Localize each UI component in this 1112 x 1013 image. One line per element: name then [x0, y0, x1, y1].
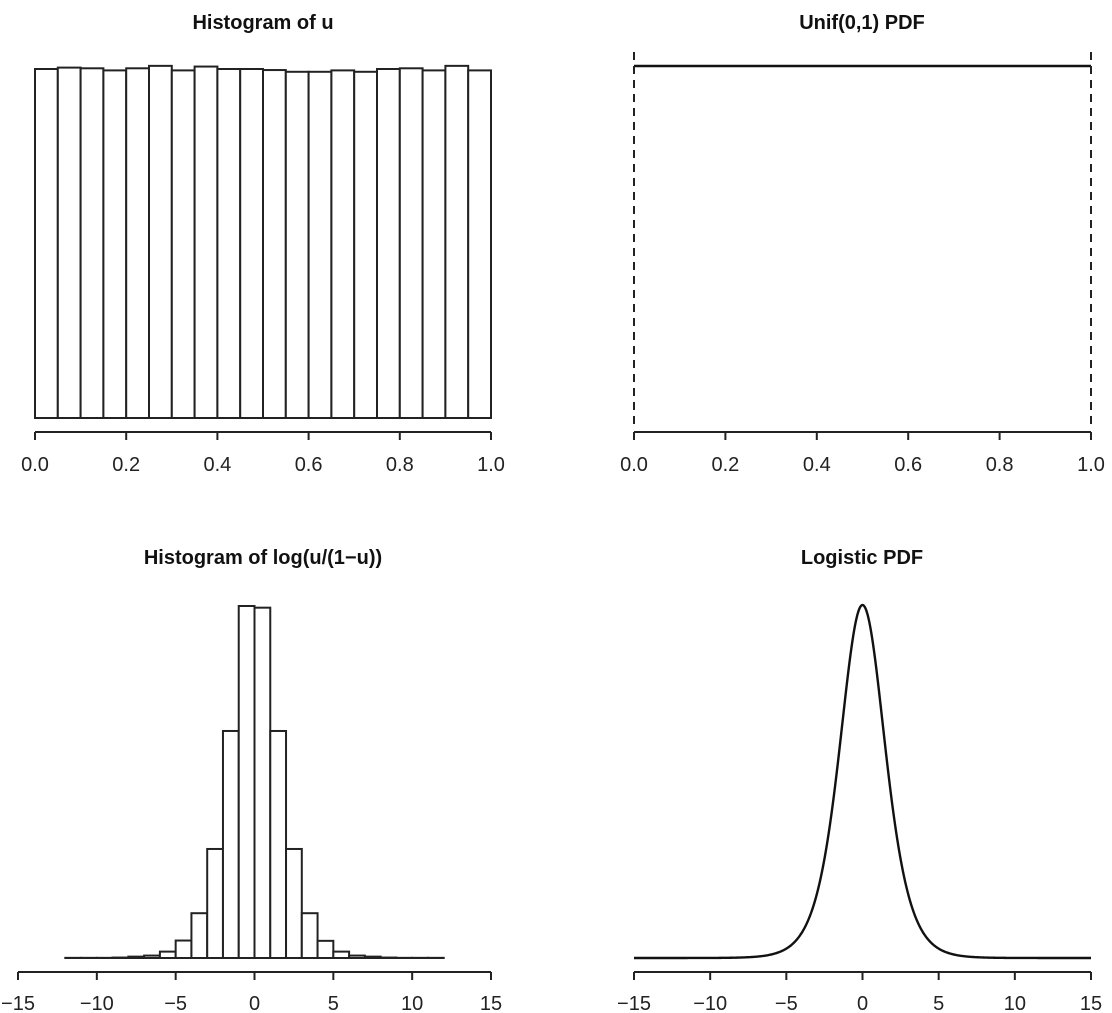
histogram-bar: [174, 939, 193, 960]
histogram-bar: [262, 69, 287, 419]
x-tick-label: 0.0: [620, 454, 648, 476]
histogram-bar: [332, 950, 351, 959]
histogram-bar: [170, 69, 196, 420]
panel-unif-pdf: Unif(0,1) PDF 0.0 0.2 0.4 0.6 0.8 1.0: [620, 12, 1105, 476]
title-logistic-pdf: Logistic PDF: [801, 547, 923, 569]
x-tick-label: −15: [617, 993, 651, 1013]
histogram-bar: [421, 69, 447, 420]
histogram-bar: [221, 729, 240, 959]
histogram-bar: [190, 912, 209, 959]
x-tick-label: 0.6: [894, 454, 922, 476]
x-tick-label: −5: [775, 993, 798, 1013]
x-tick-label: 5: [328, 993, 339, 1013]
histogram-bar: [467, 69, 493, 420]
histogram-bar: [102, 69, 128, 420]
histogram-bar: [127, 955, 146, 959]
x-tick-label: 0: [249, 993, 260, 1013]
x-tick-label: 1.0: [477, 454, 505, 476]
histogram-bar: [316, 939, 335, 960]
histogram-bar: [363, 955, 382, 959]
x-tick-label: 0.0: [21, 454, 49, 476]
histogram-bar: [34, 68, 59, 419]
x-tick-label: 0: [857, 993, 868, 1013]
x-tick-label: −10: [80, 993, 114, 1013]
x-tick-label: 10: [401, 993, 423, 1013]
x-tick-label: 15: [480, 993, 502, 1013]
histogram-bar: [143, 954, 161, 959]
x-tick-label: 0.8: [986, 454, 1014, 476]
title-unif-pdf: Unif(0,1) PDF: [799, 12, 925, 34]
x-tick-label: 0.2: [112, 454, 140, 476]
histogram-bar: [398, 67, 424, 419]
x-tick-label: −5: [164, 993, 187, 1013]
histogram-bar: [237, 605, 256, 959]
histogram-bar: [239, 68, 264, 419]
histogram-bar: [125, 67, 150, 419]
histogram-bar: [376, 68, 401, 419]
histogram-bar: [307, 70, 333, 420]
logistic-pdf-curve: [634, 603, 1091, 960]
histogram-bar: [206, 847, 224, 959]
x-tick-label: 0.8: [386, 454, 414, 476]
x-tick-label: −15: [1, 993, 35, 1013]
histogram-bar: [253, 606, 272, 959]
x-tick-label: 15: [1080, 993, 1102, 1013]
histogram-bar: [444, 64, 470, 419]
histogram-bar: [56, 66, 82, 419]
x-tick-label: 0.4: [803, 454, 831, 476]
histogram-bar: [348, 954, 366, 959]
histogram-bar: [148, 64, 173, 419]
histogram-bar: [158, 950, 177, 959]
x-tick-label: 10: [1004, 993, 1026, 1013]
title-histogram-logit: Histogram of log(u/(1−u)): [144, 547, 382, 569]
x-tick-label: 0.4: [203, 454, 231, 476]
histogram-bar: [300, 912, 319, 959]
histogram-bar: [330, 69, 356, 420]
x-tick-label: 5: [933, 993, 944, 1013]
panel-histogram-u: Histogram of u 0.0 0.2 0.4 0.6 0.8 1.0: [21, 12, 505, 476]
x-tick-label: 0.6: [295, 454, 323, 476]
histogram-bar: [284, 70, 310, 420]
panel-logistic-pdf: Logistic PDF −15 −10 −5 0 5 10 15: [617, 547, 1102, 1013]
histogram-bar: [79, 67, 105, 419]
histogram-bar: [216, 68, 242, 419]
panel-histogram-logit: Histogram of log(u/(1−u)) −15 −10 −5 0 5 10 15: [1, 547, 502, 1013]
histogram-bar: [193, 65, 219, 419]
histogram-bar: [269, 729, 288, 959]
x-tick-label: 1.0: [1077, 454, 1105, 476]
title-histogram-u: Histogram of u: [192, 12, 333, 34]
histogram-bar: [285, 847, 303, 959]
x-tick-label: 0.2: [711, 454, 739, 476]
histogram-bar: [353, 70, 379, 420]
x-tick-label: −10: [693, 993, 727, 1013]
